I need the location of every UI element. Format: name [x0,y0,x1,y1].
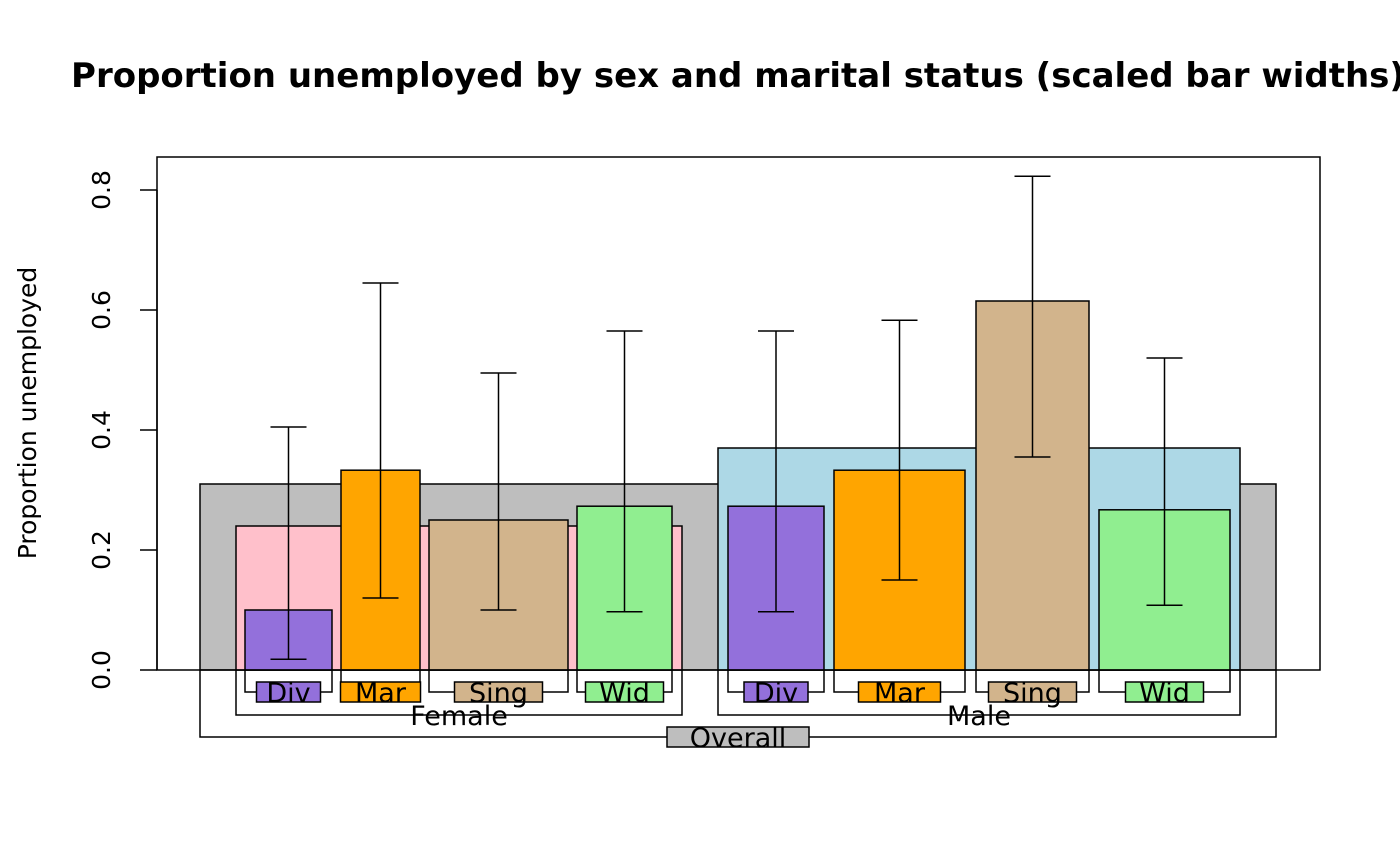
group-male-wid-label-box [1124,681,1205,703]
group-female-div-label-text: Div [266,678,310,709]
y-tick-label-1: 0.2 [87,530,116,570]
group-male-wid-label-text: Wid [1139,678,1190,709]
group-female-mar-label-box [339,681,422,703]
group-male-mar-label-box [857,681,942,703]
y-tick-label-0: 0.0 [87,650,116,690]
group-male-label-text: Male [947,701,1011,732]
group-male-div-label-box [743,681,809,703]
y-tick-label-4: 0.8 [87,170,116,210]
overall-label-text: Overall [690,723,787,754]
group-female-label-text: Female [410,701,508,732]
group-female-div-label-box [255,681,322,703]
group-female-sing-label-text: Sing [469,678,528,709]
group-female-bracket [235,670,683,716]
chart-title: Proportion unemployed by sex and marital… [71,56,1400,96]
group-female-mar-label-text: Mar [355,678,407,709]
group-female-wid-label-box [584,681,665,703]
y-axis-label: Proportion unemployed [13,267,42,560]
overall-label-box [666,726,810,748]
group-female-sing-label-box [453,681,544,703]
group-male-sing-label-box [987,681,1078,703]
y-axis: 0.0 0.2 0.4 0.6 0.8 [87,170,158,690]
y-tick-label-3: 0.6 [87,290,116,330]
error-bars-layer [270,175,1183,660]
category-labels-layer: Overall Div Mar Sing Wid Female Div Mar Sing Wid M… [199,670,1277,754]
group-female-wid-label-text: Wid [599,678,650,709]
group-male-div-label-text: Div [754,678,798,709]
y-tick-label-2: 0.4 [87,410,116,450]
group-male-sing-label-text: Sing [1003,678,1062,709]
group-male-mar-label-text: Mar [874,678,926,709]
group-male-bracket [717,670,1241,716]
